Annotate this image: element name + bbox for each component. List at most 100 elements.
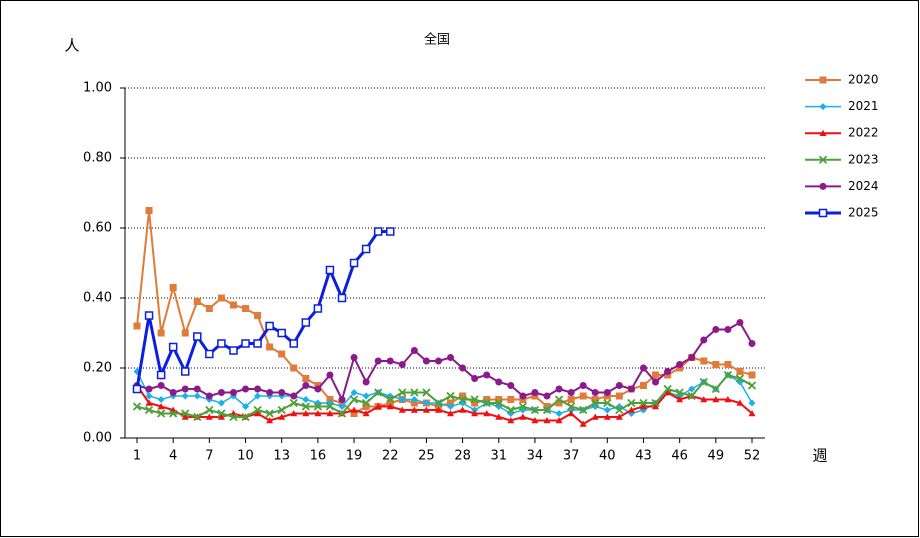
marker [700, 396, 708, 403]
marker [193, 412, 202, 422]
marker [567, 389, 575, 396]
marker [591, 389, 599, 396]
marker [652, 403, 660, 410]
x-tick-label: 46 [671, 449, 688, 464]
marker [217, 399, 225, 407]
marker [157, 396, 165, 403]
y-axis-label: 人 [64, 37, 79, 55]
x-tick-label: 28 [454, 449, 471, 464]
marker [471, 410, 479, 417]
marker [639, 403, 647, 410]
marker [229, 389, 237, 396]
marker [313, 304, 323, 313]
marker [254, 410, 262, 417]
marker [205, 305, 213, 312]
marker [254, 312, 262, 319]
marker [699, 377, 708, 387]
marker [422, 406, 430, 413]
marker [507, 396, 515, 403]
marker [495, 413, 503, 420]
marker [446, 391, 455, 401]
marker [386, 403, 394, 410]
marker [193, 332, 202, 341]
marker [181, 392, 189, 400]
marker [325, 265, 335, 275]
marker [398, 388, 407, 397]
marker [519, 413, 527, 420]
marker [362, 403, 370, 410]
marker [132, 402, 142, 411]
marker [157, 382, 165, 389]
marker [482, 398, 491, 408]
marker [301, 318, 311, 327]
marker [253, 405, 262, 415]
marker [410, 396, 418, 403]
marker [361, 244, 371, 254]
marker [169, 389, 177, 396]
marker [579, 420, 587, 427]
marker [374, 403, 382, 410]
marker [181, 329, 189, 337]
marker [205, 349, 214, 359]
marker [494, 398, 503, 408]
marker [168, 342, 178, 352]
marker [132, 384, 142, 394]
marker [519, 392, 527, 400]
x-tick-label: 22 [382, 449, 399, 464]
marker [338, 396, 346, 403]
marker [314, 410, 322, 417]
marker [531, 417, 539, 424]
marker [723, 370, 733, 380]
marker [193, 298, 201, 305]
x-tick-label: 40 [599, 449, 616, 464]
marker [471, 399, 479, 407]
marker [301, 402, 310, 411]
marker [579, 405, 588, 415]
marker [180, 367, 190, 376]
marker [676, 361, 684, 368]
series-line [135, 230, 391, 390]
marker [664, 368, 672, 375]
marker [410, 406, 418, 413]
marker [470, 395, 479, 404]
marker [289, 398, 298, 408]
marker [663, 384, 672, 394]
marker [302, 410, 310, 417]
x-tick-label: 52 [744, 449, 761, 464]
marker [627, 385, 635, 393]
marker [157, 329, 165, 337]
marker [229, 412, 238, 422]
marker [736, 399, 744, 406]
y-tick-label: 0.80 [83, 151, 112, 166]
marker [748, 399, 756, 407]
x-tick-label: 10 [237, 449, 254, 464]
marker [687, 391, 696, 401]
marker [145, 399, 153, 406]
marker [627, 406, 635, 413]
marker [567, 410, 575, 417]
marker [639, 382, 647, 389]
marker [531, 389, 539, 396]
marker [302, 375, 310, 382]
marker [507, 417, 515, 424]
legend-label: 2022 [848, 126, 879, 140]
marker [615, 405, 624, 415]
x-tick-label: 37 [563, 449, 580, 464]
marker [277, 405, 286, 415]
marker [217, 389, 225, 396]
legend-label: 2021 [848, 99, 879, 113]
marker [554, 395, 564, 404]
x-axis-label: 週 [812, 447, 827, 465]
marker [217, 409, 226, 418]
marker [459, 364, 467, 372]
x-tick-label: 4 [169, 449, 177, 464]
marker [748, 410, 756, 417]
marker [278, 389, 286, 396]
marker [543, 417, 551, 424]
marker [241, 339, 250, 348]
marker [362, 410, 370, 417]
marker [398, 406, 406, 413]
marker [735, 374, 745, 383]
legend-marker [818, 208, 828, 218]
